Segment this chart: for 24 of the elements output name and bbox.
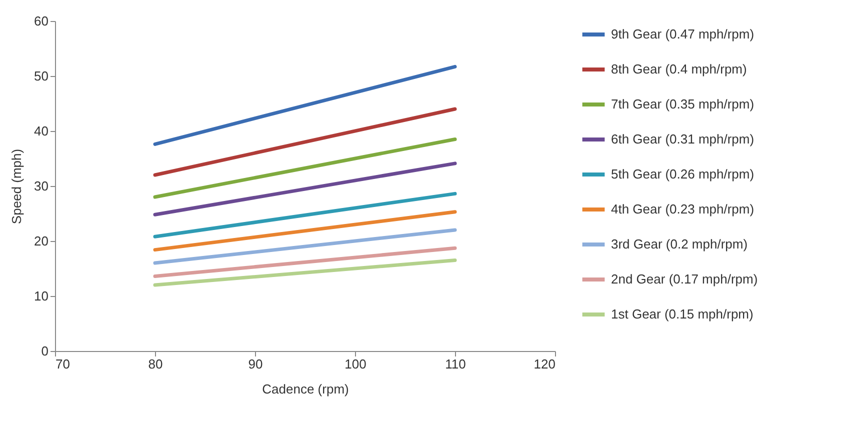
x-tick-label: 110 — [445, 356, 466, 372]
x-tick-label: 100 — [344, 356, 366, 372]
x-tick-label: 70 — [56, 356, 70, 372]
x-tick-label: 80 — [148, 356, 163, 372]
x-tick-label: 120 — [534, 356, 556, 372]
legend-label: 1st Gear (0.15 mph/rpm) — [611, 306, 754, 322]
legend-label: 6th Gear (0.31 mph/rpm) — [611, 132, 754, 146]
x-tick-label: 90 — [248, 356, 263, 372]
y-axis-title: Speed (mph) — [9, 148, 24, 224]
y-tick-label: 50 — [34, 68, 48, 84]
legend-label: 2nd Gear (0.17 mph/rpm) — [611, 272, 758, 286]
y-tick-label: 30 — [34, 178, 48, 194]
y-tick-label: 40 — [34, 124, 48, 138]
y-tick-label: 20 — [34, 234, 48, 248]
legend-label: 9th Gear (0.47 mph/rpm) — [611, 26, 754, 42]
legend-label: 4th Gear (0.23 mph/rpm) — [611, 202, 754, 216]
y-tick-label: 60 — [34, 14, 48, 28]
y-tick-label: 0 — [41, 344, 48, 358]
y-tick-label: 10 — [34, 288, 48, 304]
legend-label: 8th Gear (0.4 mph/rpm) — [611, 62, 747, 76]
legend-label: 7th Gear (0.35 mph/rpm) — [611, 96, 754, 112]
legend-label: 5th Gear (0.26 mph/rpm) — [611, 166, 754, 182]
legend-label: 3rd Gear (0.2 mph/rpm) — [611, 236, 748, 252]
x-axis-title: Cadence (rpm) — [262, 382, 349, 396]
